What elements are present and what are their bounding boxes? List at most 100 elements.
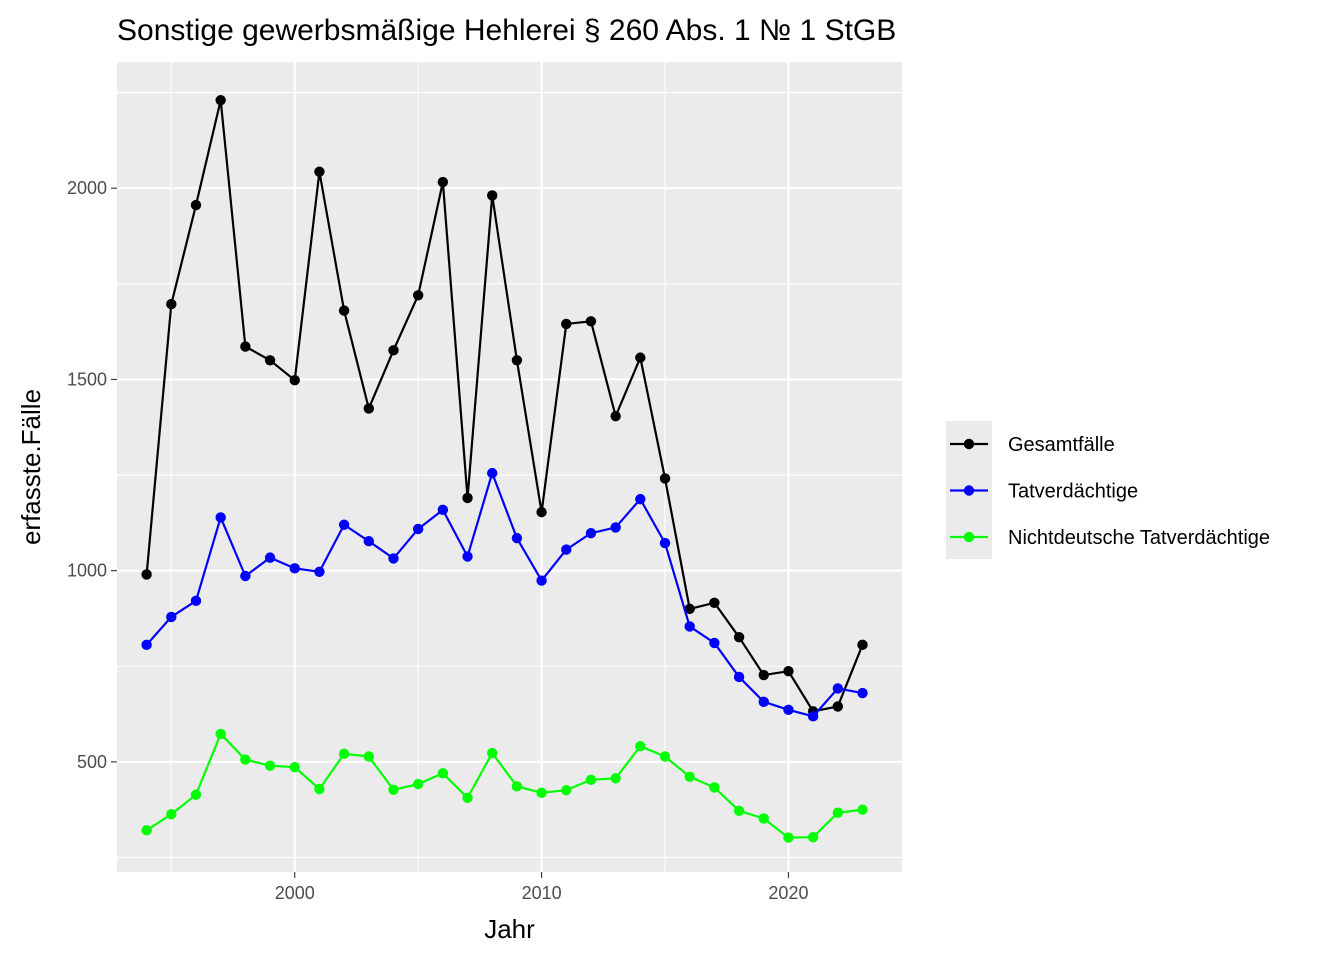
- data-point: [215, 728, 226, 740]
- data-point: [659, 473, 671, 484]
- data-point: [338, 519, 350, 530]
- data-point: [264, 760, 276, 771]
- data-point: [783, 832, 794, 843]
- data-point: [215, 95, 226, 106]
- data-point: [363, 403, 374, 414]
- data-point: [141, 825, 152, 836]
- data-point: [733, 805, 745, 817]
- data-point: [832, 807, 844, 818]
- data-point: [338, 305, 350, 316]
- data-point: [659, 537, 671, 549]
- y-tick-label: 500: [77, 752, 107, 772]
- data-point: [487, 467, 498, 479]
- data-point: [807, 711, 819, 722]
- x-axis-title: Jahr: [484, 914, 535, 944]
- data-point: [610, 410, 621, 422]
- data-point: [758, 813, 769, 824]
- data-point: [610, 522, 621, 533]
- data-point: [437, 504, 449, 516]
- data-point: [610, 773, 621, 784]
- data-point: [832, 701, 844, 712]
- y-tick-label: 1500: [67, 369, 107, 389]
- series-group: [141, 728, 868, 843]
- data-point: [314, 166, 325, 177]
- data-point: [314, 783, 325, 795]
- data-point: [363, 751, 374, 762]
- data-point: [758, 669, 769, 681]
- data-point: [166, 298, 177, 310]
- data-point: [635, 352, 646, 363]
- data-point: [857, 687, 868, 699]
- data-point: [783, 704, 794, 716]
- data-point: [314, 566, 325, 577]
- data-point: [832, 683, 844, 694]
- data-point: [511, 355, 523, 366]
- data-point: [561, 784, 572, 796]
- data-point: [709, 782, 720, 793]
- data-point: [536, 575, 547, 586]
- data-point: [363, 535, 374, 547]
- data-point: [684, 771, 695, 782]
- data-point: [783, 666, 794, 677]
- data-point: [684, 603, 695, 615]
- data-point: [289, 374, 300, 386]
- data-point: [758, 696, 769, 708]
- legend-item: Gesamtfälle: [950, 434, 1115, 456]
- data-point: [585, 316, 597, 327]
- data-point: [561, 544, 572, 555]
- plot-panel: [117, 62, 902, 872]
- data-point: [659, 751, 671, 762]
- data-point: [388, 345, 399, 356]
- data-point: [709, 597, 720, 608]
- data-point: [190, 199, 202, 211]
- data-point: [733, 671, 745, 683]
- data-point: [190, 789, 202, 800]
- y-tick-label: 2000: [67, 178, 107, 198]
- data-point: [857, 804, 868, 815]
- data-point: [215, 512, 226, 523]
- x-tick-label: 2020: [768, 883, 808, 903]
- data-point: [635, 493, 646, 505]
- data-point: [733, 631, 745, 643]
- legend-key-point: [963, 531, 975, 543]
- data-point: [585, 774, 597, 786]
- legend-key-point: [963, 438, 975, 450]
- data-point: [857, 639, 868, 651]
- legend-label: Nichtdeutsche Tatverdächtige: [1008, 527, 1270, 549]
- data-point: [141, 569, 152, 580]
- data-point: [240, 570, 251, 582]
- data-point: [487, 747, 498, 759]
- legend: Gesamtfälle Tatverdächtige Nichtdeutsche T…: [946, 421, 1270, 559]
- data-point: [240, 341, 251, 352]
- x-tick-label: 2010: [522, 883, 562, 903]
- data-point: [289, 762, 300, 773]
- series-group: [141, 95, 868, 717]
- data-point: [141, 639, 152, 651]
- data-point: [635, 740, 646, 752]
- data-point: [585, 527, 597, 539]
- data-point: [166, 611, 177, 623]
- data-point: [264, 355, 276, 366]
- data-point: [289, 563, 300, 574]
- data-point: [462, 492, 473, 504]
- data-point: [807, 831, 819, 843]
- data-point: [462, 551, 473, 562]
- data-point: [412, 290, 424, 301]
- axes: 500 1000 1500 2000 2000 2010 2020: [67, 178, 809, 903]
- legend-label: Tatverdächtige: [1008, 481, 1138, 503]
- data-point: [709, 637, 720, 649]
- data-point: [561, 318, 572, 330]
- data-point: [240, 754, 251, 765]
- series-group: [141, 467, 868, 722]
- data-point: [536, 506, 547, 518]
- data-point: [487, 190, 498, 201]
- data-point: [388, 784, 399, 795]
- data-point: [166, 809, 177, 820]
- data-point: [684, 621, 695, 632]
- y-axis-title: erfasste.Fälle: [16, 389, 46, 545]
- data-point: [437, 176, 449, 188]
- legend-label: Gesamtfälle: [1008, 434, 1115, 456]
- data-point: [511, 781, 523, 792]
- data-point: [536, 787, 547, 799]
